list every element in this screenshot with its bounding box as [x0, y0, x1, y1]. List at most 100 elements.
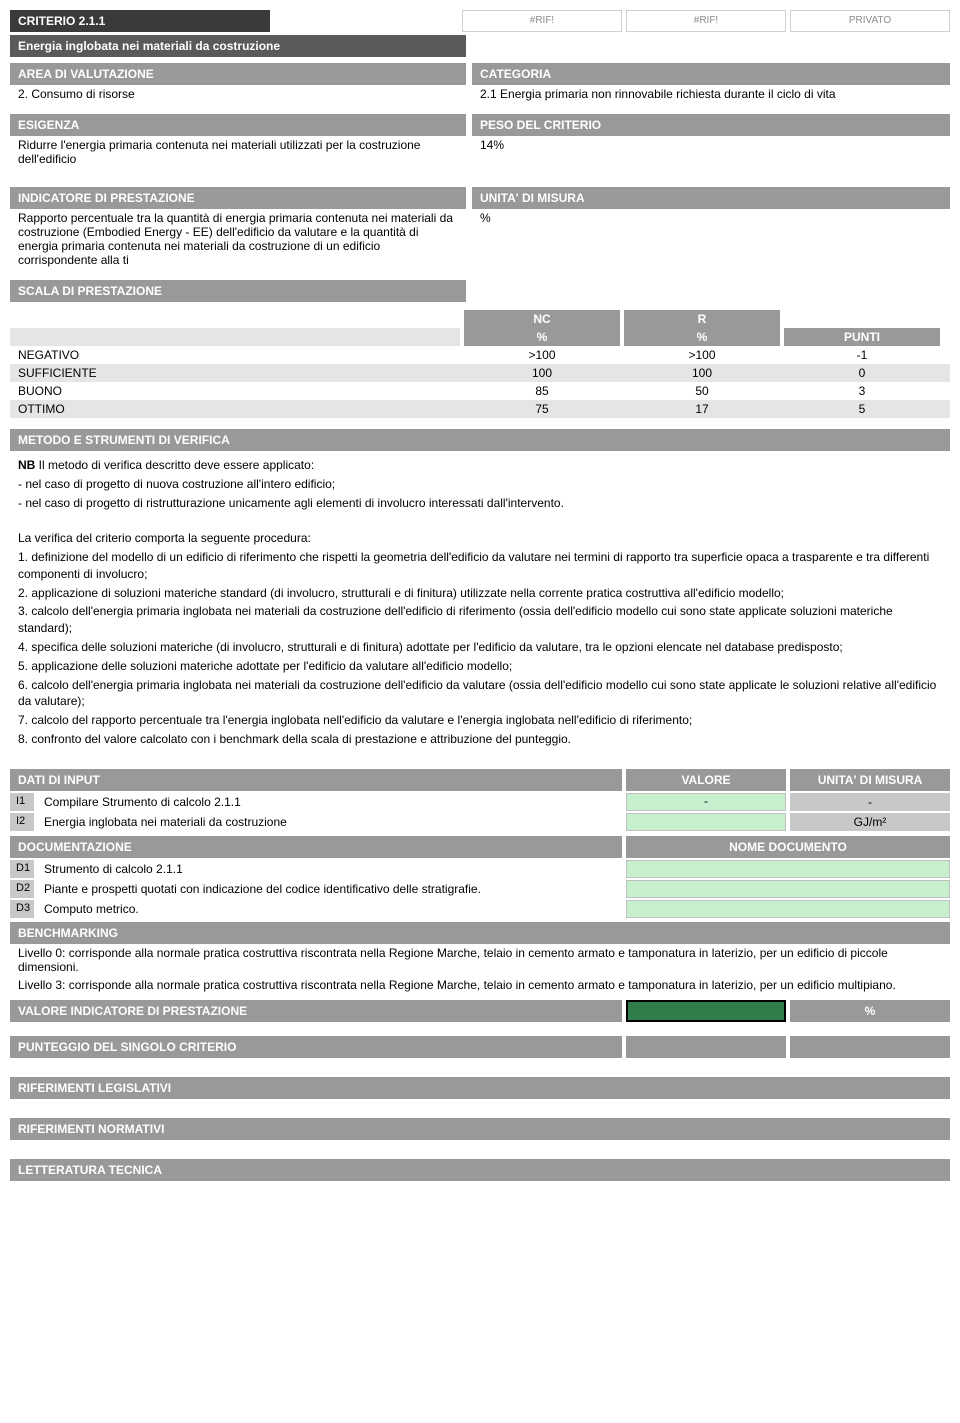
benchmarking-header: BENCHMARKING — [10, 922, 950, 944]
scala-row: OTTIMO 75 17 5 — [10, 400, 950, 418]
doc-row: D1 Strumento di calcolo 2.1.1 — [10, 860, 950, 878]
scala-label: BUONO — [10, 382, 460, 400]
scala-punti: -1 — [784, 346, 940, 364]
input-row: I1 Compilare Strumento di calcolo 2.1.1 … — [10, 793, 950, 811]
scala-nc: >100 — [464, 346, 620, 364]
scala-label: SUFFICIENTE — [10, 364, 460, 382]
doc-val[interactable] — [626, 880, 950, 898]
scala-r: 50 — [624, 382, 780, 400]
scala-punti: 5 — [784, 400, 940, 418]
scala-pct-header-1: % — [464, 328, 620, 346]
metodo-header: METODO E STRUMENTI DI VERIFICA — [10, 429, 950, 451]
scala-r: 17 — [624, 400, 780, 418]
punteggio-spacer — [790, 1036, 950, 1058]
benchmarking-text1: Livello 0: corrisponde alla normale prat… — [10, 944, 950, 976]
peso-header: PESO DEL CRITERIO — [472, 114, 950, 136]
privato-box: PRIVATO — [790, 10, 950, 32]
doc-desc: Computo metrico. — [38, 900, 622, 918]
metodo-intro: La verifica del criterio comporta la seg… — [18, 530, 942, 547]
input-desc: Compilare Strumento di calcolo 2.1.1 — [38, 793, 622, 811]
metodo-nb1: - nel caso di progetto di nuova costruzi… — [18, 476, 942, 493]
valore-indicatore-header: VALORE INDICATORE DI PRESTAZIONE — [10, 1000, 622, 1022]
scala-label: OTTIMO — [10, 400, 460, 418]
scala-pct-header-2: % — [624, 328, 780, 346]
valore-indicatore-pct: % — [790, 1000, 950, 1022]
metodo-p2: 2. applicazione di soluzioni materiche s… — [18, 585, 942, 602]
criterio-label: CRITERIO 2.1.1 — [10, 10, 270, 32]
metodo-p6: 6. calcolo dell'energia primaria ingloba… — [18, 677, 942, 711]
metodo-body: NB Il metodo di verifica descritto deve … — [10, 451, 950, 756]
scala-punti: 0 — [784, 364, 940, 382]
unita-value: % — [472, 209, 950, 227]
scala-nc-header: NC — [464, 310, 620, 328]
punteggio-row: PUNTEGGIO DEL SINGOLO CRITERIO — [10, 1036, 950, 1058]
main-title: Energia inglobata nei materiali da costr… — [10, 35, 466, 57]
categoria-text: 2.1 Energia primaria non rinnovabile ric… — [472, 85, 950, 103]
esigenza-header: ESIGENZA — [10, 114, 466, 136]
input-id: I1 — [10, 793, 34, 811]
metodo-p8: 8. confronto del valore calcolato con i … — [18, 731, 942, 748]
scala-r-header: R — [624, 310, 780, 328]
doc-id: D2 — [10, 880, 34, 898]
doc-row: D2 Piante e prospetti quotati con indica… — [10, 880, 950, 898]
scala-punti: 3 — [784, 382, 940, 400]
metodo-p1: 1. definizione del modello di un edifici… — [18, 549, 942, 583]
indicatore-header: INDICATORE DI PRESTAZIONE — [10, 187, 466, 209]
scala-r: 100 — [624, 364, 780, 382]
valore-indicatore-row: VALORE INDICATORE DI PRESTAZIONE % — [10, 1000, 950, 1022]
scala-punti-header: PUNTI — [784, 328, 940, 346]
dati-input-header-row: DATI DI INPUT VALORE UNITA' DI MISURA — [10, 766, 950, 791]
doc-desc: Piante e prospetti quotati con indicazio… — [38, 880, 622, 898]
area-header: AREA DI VALUTAZIONE — [10, 63, 466, 85]
documentazione-header: DOCUMENTAZIONE — [10, 836, 622, 858]
input-desc: Energia inglobata nei materiali da costr… — [38, 813, 622, 831]
unita-header-col: UNITA' DI MISURA — [790, 769, 950, 791]
input-val[interactable] — [626, 813, 786, 831]
scala-label: NEGATIVO — [10, 346, 460, 364]
riferimenti-norm-header: RIFERIMENTI NORMATIVI — [10, 1118, 950, 1140]
scala-r: >100 — [624, 346, 780, 364]
scala-header-row-2: % % PUNTI — [10, 328, 950, 346]
doc-id: D1 — [10, 860, 34, 878]
area-text: 2. Consumo di risorse — [10, 85, 466, 103]
input-unit: GJ/m² — [790, 813, 950, 831]
doc-row: D3 Computo metrico. — [10, 900, 950, 918]
unita-header: UNITA' DI MISURA — [472, 187, 950, 209]
valore-indicatore-box[interactable] — [626, 1000, 786, 1022]
letteratura-header: LETTERATURA TECNICA — [10, 1159, 950, 1181]
doc-id: D3 — [10, 900, 34, 918]
header-row: CRITERIO 2.1.1 #RIF! #RIF! PRIVATO — [10, 10, 950, 32]
metodo-p4: 4. specifica delle soluzioni materiche (… — [18, 639, 942, 656]
nome-documento-header: NOME DOCUMENTO — [626, 836, 950, 858]
scala-row: SUFFICIENTE 100 100 0 — [10, 364, 950, 382]
input-id: I2 — [10, 813, 34, 831]
scala-row: NEGATIVO >100 >100 -1 — [10, 346, 950, 364]
rif-box-2: #RIF! — [626, 10, 786, 32]
scala-row: BUONO 85 50 3 — [10, 382, 950, 400]
punteggio-header: PUNTEGGIO DEL SINGOLO CRITERIO — [10, 1036, 622, 1058]
doc-val[interactable] — [626, 900, 950, 918]
scala-nc: 75 — [464, 400, 620, 418]
metodo-nb: Il metodo di verifica descritto deve ess… — [35, 458, 314, 472]
documentazione-header-row: DOCUMENTAZIONE NOME DOCUMENTO — [10, 833, 950, 858]
benchmarking-text2: Livello 3: corrisponde alla normale prat… — [10, 976, 950, 994]
dati-input-header: DATI DI INPUT — [10, 769, 622, 791]
metodo-nb-label: NB — [18, 458, 35, 472]
metodo-p3: 3. calcolo dell'energia primaria ingloba… — [18, 603, 942, 637]
riferimenti-leg-header: RIFERIMENTI LEGISLATIVI — [10, 1077, 950, 1099]
metodo-p5: 5. applicazione delle soluzioni materich… — [18, 658, 942, 675]
scala-header: SCALA DI PRESTAZIONE — [10, 280, 466, 302]
punteggio-box — [626, 1036, 786, 1058]
valore-header: VALORE — [626, 769, 786, 791]
metodo-nb2: - nel caso di progetto di ristrutturazio… — [18, 495, 942, 512]
input-unit: - — [790, 793, 950, 811]
esigenza-text: Ridurre l'energia primaria contenuta nei… — [10, 136, 466, 168]
indicatore-text: Rapporto percentuale tra la quantità di … — [10, 209, 466, 269]
metodo-p7: 7. calcolo del rapporto percentuale tra … — [18, 712, 942, 729]
scala-header-row-1: NC R — [10, 310, 950, 328]
rif-box-1: #RIF! — [462, 10, 622, 32]
scala-nc: 85 — [464, 382, 620, 400]
doc-val[interactable] — [626, 860, 950, 878]
input-val[interactable]: - — [626, 793, 786, 811]
categoria-header: CATEGORIA — [472, 63, 950, 85]
